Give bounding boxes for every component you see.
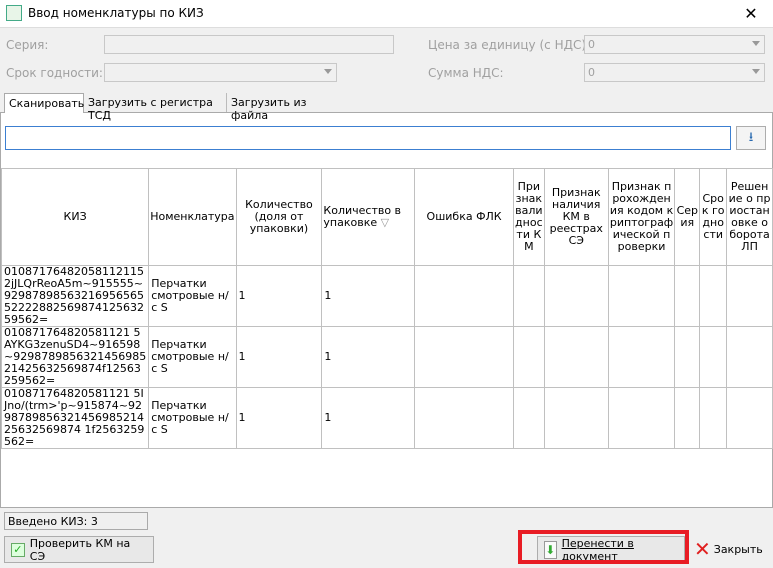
scan-input[interactable] <box>5 126 731 150</box>
check-km-label: Проверить КМ на СЭ <box>29 536 131 563</box>
vat-label: Сумма НДС: <box>428 66 504 80</box>
table-row[interactable]: 010871764820581121 5AYKG3zenuSD4~916598~… <box>0 326 773 388</box>
vat-value: 0 <box>588 66 595 79</box>
cell-kiz: 010871764820581121152jJLQrReoA5m~915555~… <box>0 265 150 327</box>
cell <box>699 387 728 449</box>
col-series[interactable]: Серия <box>674 168 701 266</box>
sort-icon: ▽ <box>380 216 390 229</box>
cell <box>726 265 773 327</box>
cell-nomenclature: Перчатки смотровые н/с S <box>148 265 237 327</box>
series-input[interactable] <box>104 35 394 54</box>
table-row[interactable]: 010871764820581121152jJLQrReoA5m~915555~… <box>0 265 773 327</box>
tab-scan[interactable]: Сканировать <box>4 93 84 113</box>
cell-qty-pack: 1 <box>321 387 416 449</box>
kiz-count-status: Введено КИЗ: 3 <box>4 512 148 530</box>
cell <box>726 326 773 388</box>
chevron-down-icon <box>324 69 332 74</box>
cell <box>607 265 676 327</box>
price-select[interactable]: 0 <box>584 35 765 54</box>
transfer-label: Перенести в документ <box>561 536 634 563</box>
cell-kiz: 010871764820581121 5IJno/(trm>'p~915874~… <box>0 387 150 449</box>
cell <box>543 326 609 388</box>
col-qty-share[interactable]: Количество (доля от упаковки) <box>235 168 323 266</box>
cell <box>674 387 701 449</box>
document-arrow-icon: ⬇ <box>544 540 557 559</box>
close-label: Закрыть <box>713 542 763 556</box>
cell <box>543 387 609 449</box>
cell-nomenclature: Перчатки смотровые н/с S <box>148 387 237 449</box>
kiz-table: КИЗ Номенклатура Количество (доля от упа… <box>0 168 773 449</box>
cell <box>607 326 676 388</box>
cell <box>512 387 545 449</box>
checkbox-check-icon: ✓ <box>11 542 25 557</box>
table-row[interactable]: 010871764820581121 5IJno/(trm>'p~915874~… <box>0 387 773 449</box>
col-crypto[interactable]: Признак прохождения кодом криптографичес… <box>607 168 676 266</box>
tab-load-tsd[interactable]: Загрузить с регистра ТСД <box>84 93 227 122</box>
cell <box>414 387 514 449</box>
transfer-to-document-button[interactable]: ⬇ Перенести в документ <box>537 536 685 563</box>
cell-nomenclature: Перчатки смотровые н/с S <box>148 326 237 388</box>
price-value: 0 <box>588 38 595 51</box>
check-km-button[interactable]: ✓ Проверить КМ на СЭ <box>4 536 154 563</box>
window-title: Ввод номенклатуры по КИЗ <box>28 6 204 20</box>
col-suspension[interactable]: Решение о приостановке оборота ЛП <box>726 168 773 266</box>
col-kiz[interactable]: КИЗ <box>0 168 150 266</box>
cell-qty-share: 1 <box>235 387 323 449</box>
cell <box>674 326 701 388</box>
expiry-label: Срок годности: <box>6 66 103 80</box>
cell <box>726 387 773 449</box>
download-button[interactable]: ⭳ <box>736 126 766 150</box>
col-nomenclature[interactable]: Номенклатура <box>148 168 237 266</box>
highlight-box <box>518 530 689 564</box>
expiry-select[interactable] <box>104 63 337 82</box>
col-qty-pack[interactable]: Количество в упаковке ▽ <box>321 168 416 266</box>
col-qty-pack-label: Количество в упаковке <box>323 204 402 229</box>
close-button[interactable]: ✕ Закрыть <box>694 539 763 559</box>
tab-load-file[interactable]: Загрузить из файла <box>231 96 307 122</box>
cell <box>414 265 514 327</box>
price-label: Цена за единицу (с НДС): <box>428 38 591 52</box>
col-validity[interactable]: Признак валидности КМ <box>512 168 545 266</box>
title-bar: Ввод номенклатуры по КИЗ ✕ <box>0 0 773 28</box>
col-flk-error[interactable]: Ошибка ФЛК <box>414 168 514 266</box>
cell-qty-pack: 1 <box>321 326 416 388</box>
cell <box>512 326 545 388</box>
window-close-icon[interactable]: ✕ <box>744 4 758 23</box>
cell-qty-pack: 1 <box>321 265 416 327</box>
cell <box>607 387 676 449</box>
app-icon <box>6 5 22 21</box>
series-label: Серия: <box>6 38 49 52</box>
cell-qty-share: 1 <box>235 265 323 327</box>
col-registry[interactable]: Признак наличия КМ в реестрах СЭ <box>543 168 609 266</box>
cell <box>543 265 609 327</box>
cell <box>512 265 545 327</box>
chevron-down-icon <box>752 41 760 46</box>
cell <box>414 326 514 388</box>
download-icon: ⭳ <box>748 130 754 145</box>
close-x-icon: ✕ <box>694 537 711 561</box>
chevron-down-icon <box>752 69 760 74</box>
vat-select[interactable]: 0 <box>584 63 765 82</box>
col-expiry[interactable]: Срок годности <box>699 168 728 266</box>
cell <box>699 265 728 327</box>
cell-kiz: 010871764820581121 5AYKG3zenuSD4~916598~… <box>0 326 150 388</box>
cell <box>699 326 728 388</box>
cell-qty-share: 1 <box>235 326 323 388</box>
cell <box>674 265 701 327</box>
